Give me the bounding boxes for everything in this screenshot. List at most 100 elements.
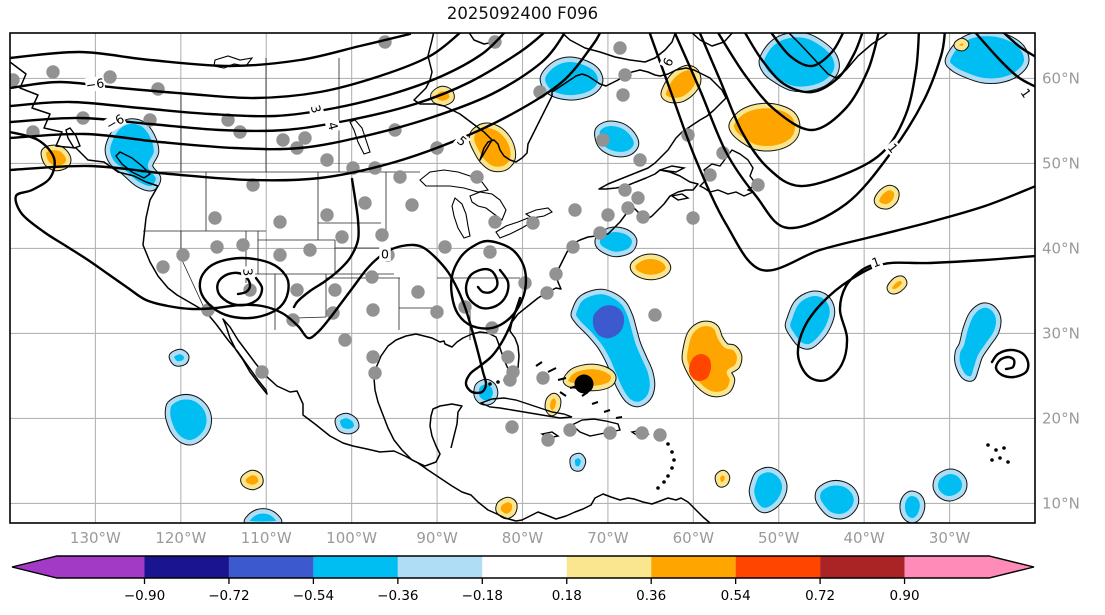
- island-dot: [998, 456, 1002, 460]
- contour-label-text: −6: [85, 75, 105, 92]
- colorbar-segment: [57, 556, 145, 578]
- station-dot: [290, 283, 304, 297]
- coastline: [561, 33, 677, 63]
- anomaly-region-positive: [954, 38, 969, 51]
- contour-line: [449, 239, 528, 330]
- island: [670, 193, 690, 201]
- station-dot: [365, 270, 379, 284]
- colorbar-segment: [313, 556, 398, 578]
- station-dot: [276, 133, 290, 147]
- station-dot: [703, 168, 717, 182]
- contour-label-bg: [240, 265, 256, 279]
- island-dot: [662, 480, 666, 484]
- island-dot: [1002, 446, 1006, 450]
- anomaly-region-negative: [165, 395, 211, 445]
- anomaly-region-negative: [749, 467, 787, 513]
- lon-tick-label: 70°W: [587, 529, 629, 547]
- station-dot: [536, 371, 550, 385]
- colorbar-segment: [228, 556, 314, 578]
- island-dot: [672, 458, 676, 462]
- colorbar-tick-label: −0.18: [462, 588, 503, 604]
- station-dot: [616, 88, 630, 102]
- contour-label-bg: [868, 253, 884, 271]
- lon-tick-label: 40°W: [843, 529, 885, 547]
- lat-tick-label: 40°N: [1042, 239, 1080, 257]
- contour-line: [292, 177, 360, 309]
- station-dot: [405, 198, 419, 212]
- island: [659, 165, 687, 173]
- contour-label-bg: [883, 139, 903, 157]
- station-dot: [633, 153, 647, 167]
- contour-label-bg: [307, 101, 325, 117]
- colorbar-tick-label: 0.18: [552, 588, 582, 604]
- station-dot: [635, 426, 649, 440]
- lon-tick-label: 100°W: [326, 529, 377, 547]
- station-dot: [368, 366, 382, 380]
- contour-label-text: 3: [308, 103, 325, 115]
- contour-label-bg: [453, 131, 471, 151]
- station-dot: [393, 170, 407, 184]
- station-dot: [221, 113, 235, 127]
- lon-tick-label: 90°W: [416, 529, 458, 547]
- island: [65, 127, 81, 149]
- station-dot: [366, 350, 380, 364]
- contour-line: [198, 256, 290, 320]
- contour-line: [10, 33, 462, 100]
- anomaly-region-positive: [715, 470, 730, 487]
- anomaly-region-positive: [241, 470, 263, 490]
- island-dot: [1006, 460, 1010, 464]
- island-dot: [666, 474, 670, 478]
- anomaly-region-positive: [469, 123, 516, 172]
- station-dot: [151, 82, 165, 96]
- lon-tick-label: 50°W: [758, 529, 800, 547]
- island: [570, 418, 621, 437]
- colorbar-segment: [735, 556, 821, 578]
- station-dot: [320, 153, 334, 167]
- contour-line: [10, 33, 567, 151]
- station-dot: [246, 178, 260, 192]
- island-dot: [488, 382, 492, 386]
- lake: [451, 197, 471, 239]
- contour-line: [216, 271, 264, 307]
- contour-label-bg: [379, 247, 391, 261]
- anomaly-region-negative: [244, 509, 282, 523]
- contour-line: [648, 33, 1035, 272]
- island: [698, 149, 757, 197]
- contour-label-text: 3: [240, 267, 256, 276]
- contour-label-text: 4: [325, 120, 342, 132]
- anomaly-region-negative: [815, 481, 859, 519]
- station-dot: [503, 373, 517, 387]
- colorbar-segment: [482, 556, 567, 578]
- station-dot: [621, 201, 635, 215]
- station-dot: [233, 125, 247, 139]
- contour-label-bg: [1016, 84, 1035, 102]
- contour-label: 1: [868, 253, 884, 271]
- station-dot: [46, 65, 60, 79]
- station-dot: [255, 365, 269, 379]
- station-dot: [540, 286, 554, 300]
- anomaly-region-positive: [729, 103, 800, 151]
- contour-line: [10, 33, 602, 182]
- anomaly-region-negative: [933, 469, 967, 501]
- colorbar-segment: [144, 556, 229, 578]
- contour-label: 6: [659, 53, 677, 71]
- contour-label-text: 0: [381, 247, 389, 262]
- colorbar-tick-label: −0.90: [124, 588, 165, 604]
- station-dot: [549, 267, 563, 281]
- station-dot: [103, 70, 117, 84]
- colorbar-segment: [820, 556, 905, 578]
- contour-line: [796, 254, 1035, 383]
- contour-label-bg: [324, 118, 342, 134]
- station-dot: [243, 283, 257, 297]
- station-dot: [613, 41, 627, 55]
- station-dot: [375, 228, 389, 242]
- anomaly-region-negative: [570, 453, 586, 471]
- lake: [419, 169, 489, 193]
- station-dot: [411, 285, 425, 299]
- anomaly-region-negative: [955, 303, 1001, 381]
- station-dot: [648, 308, 662, 322]
- state-border: [295, 316, 327, 319]
- lon-tick-label: 80°W: [502, 529, 544, 547]
- station-dot: [563, 423, 577, 437]
